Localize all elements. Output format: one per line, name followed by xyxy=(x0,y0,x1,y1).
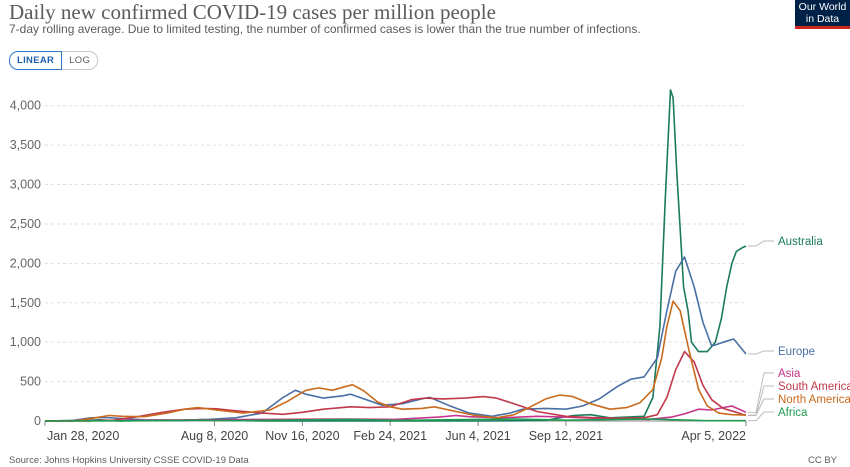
x-tick-labels: Jan 28, 2020 Aug 8, 2020 Nov 16, 2020 Feb 2… xyxy=(44,421,747,443)
x-tick-label: Jun 4, 2021 xyxy=(445,429,510,443)
label-connector xyxy=(748,240,774,247)
scale-toggle: LINEAR LOG xyxy=(9,51,99,70)
series-label-europe: Europe xyxy=(778,346,815,358)
x-tick-label: Apr 5, 2022 xyxy=(681,429,746,443)
y-tick-label: 3,500 xyxy=(10,138,41,152)
series-line-north-america xyxy=(45,300,747,422)
label-connector xyxy=(748,350,774,355)
log-scale-button[interactable]: LOG xyxy=(62,51,99,70)
series-label-australia: Australia xyxy=(778,236,823,248)
grid-lines xyxy=(45,105,746,422)
label-connector xyxy=(748,372,774,413)
owid-logo[interactable]: Our World in Data xyxy=(795,0,850,29)
source-note[interactable]: Source: Johns Hopkins University CSSE CO… xyxy=(9,455,249,466)
series-line-south-america xyxy=(45,350,747,422)
x-tick-label: Jan 28, 2020 xyxy=(47,429,119,443)
series-line-europe xyxy=(44,256,747,422)
y-tick-label: 2,000 xyxy=(10,256,41,270)
y-tick-label: 1,500 xyxy=(10,296,41,310)
y-tick-label: 4,000 xyxy=(10,99,41,113)
chart-title: Daily new confirmed COVID-19 cases per m… xyxy=(9,0,496,24)
series-line-australia xyxy=(44,89,747,422)
y-tick-label: 0 xyxy=(34,414,41,428)
y-tick-labels: 0 500 1,000 1,500 2,000 2,500 3,000 3,500 4,000 xyxy=(10,99,41,428)
x-tick-label: Sep 12, 2021 xyxy=(529,429,603,443)
logo-line-2: in Data xyxy=(805,13,840,25)
y-tick-label: 3,000 xyxy=(10,178,41,192)
x-tick-label: Nov 16, 2020 xyxy=(265,429,339,443)
series-line-asia xyxy=(44,405,747,422)
y-tick-label: 1,000 xyxy=(10,335,41,349)
series-label-africa: Africa xyxy=(778,407,808,419)
series-label-asia: Asia xyxy=(778,368,801,380)
y-tick-label: 2,500 xyxy=(10,217,41,231)
x-tick-label: Feb 24, 2021 xyxy=(353,429,427,443)
label-connector xyxy=(748,411,774,422)
logo-line-1: Our World xyxy=(798,1,847,13)
label-connector xyxy=(748,385,774,416)
chart-subtitle: 7-day rolling average. Due to limited te… xyxy=(9,22,641,36)
linear-scale-button[interactable]: LINEAR xyxy=(9,51,63,70)
x-tick-label: Aug 8, 2020 xyxy=(181,429,248,443)
series-label-north-america: North America xyxy=(778,394,850,406)
series-lines xyxy=(44,89,747,422)
label-connector xyxy=(748,398,774,416)
y-tick-label: 500 xyxy=(20,375,41,389)
series-label-south-america: South America xyxy=(778,381,850,393)
series-line-africa xyxy=(44,418,747,422)
license-label[interactable]: CC BY xyxy=(807,455,837,466)
